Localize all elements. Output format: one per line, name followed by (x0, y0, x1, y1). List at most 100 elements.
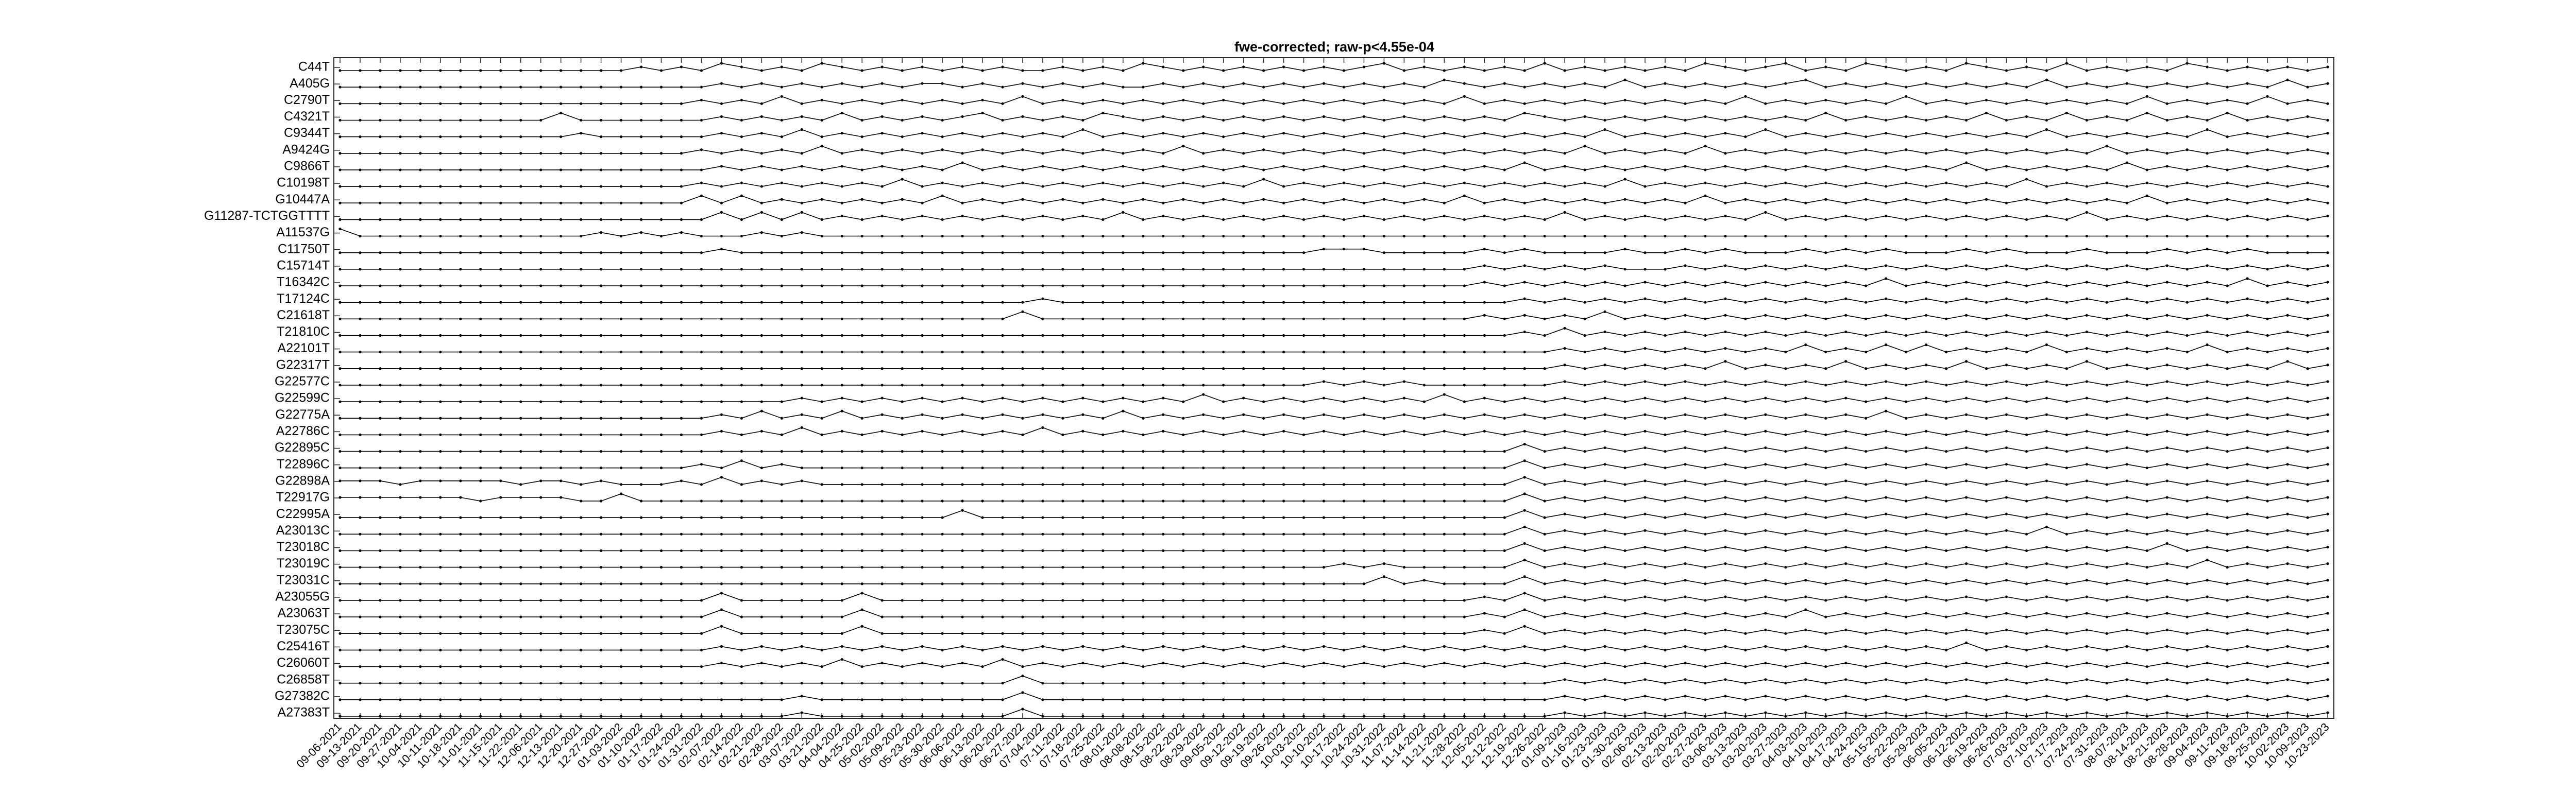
point (419, 648, 422, 651)
point (1543, 284, 1546, 287)
point (2266, 351, 2269, 354)
point (1684, 661, 1687, 665)
point (880, 152, 884, 155)
point (1322, 499, 1326, 503)
point (1382, 234, 1386, 238)
point (1282, 661, 1285, 665)
point (519, 135, 522, 139)
point (1724, 562, 1727, 565)
point (1623, 284, 1626, 287)
point (1824, 665, 1827, 668)
point (1623, 148, 1626, 151)
point (1603, 612, 1606, 615)
point (1664, 317, 1667, 320)
point (1041, 185, 1044, 188)
point (740, 367, 743, 370)
point (1182, 181, 1185, 184)
point (2045, 579, 2048, 582)
point (1623, 532, 1626, 536)
point (1463, 334, 1466, 337)
point (1844, 201, 1848, 204)
point (659, 334, 663, 337)
point (981, 168, 984, 171)
point (560, 351, 563, 354)
point (2065, 682, 2068, 685)
point (2045, 695, 2048, 698)
point (981, 251, 984, 254)
point (2085, 645, 2088, 648)
point (359, 152, 362, 155)
point (1664, 417, 1667, 420)
point (1242, 615, 1245, 618)
point (1964, 641, 1968, 644)
point (359, 69, 362, 72)
point (1443, 284, 1446, 287)
point (1744, 483, 1747, 486)
point (2105, 450, 2108, 453)
point (740, 268, 743, 271)
point (2165, 364, 2168, 367)
point (1865, 648, 1868, 651)
point (1122, 384, 1125, 387)
point (1885, 214, 1888, 217)
point (680, 251, 683, 254)
point (1483, 351, 1486, 354)
point (1563, 211, 1566, 214)
point (1944, 615, 1948, 618)
point (1483, 234, 1486, 238)
point (1322, 698, 1326, 701)
point (499, 400, 502, 403)
point (860, 608, 863, 611)
point (1222, 615, 1225, 618)
point (1342, 400, 1346, 403)
point (2226, 268, 2229, 271)
point (1664, 367, 1667, 370)
point (2045, 214, 2048, 217)
series-label: G22577C (275, 374, 330, 389)
point (2125, 234, 2128, 238)
point (580, 682, 583, 685)
point (760, 682, 763, 685)
point (1784, 499, 1787, 503)
point (1262, 367, 1265, 370)
point (2286, 65, 2289, 68)
point (1001, 85, 1004, 89)
point (1964, 330, 1968, 334)
point (1342, 632, 1346, 635)
point (1764, 678, 1767, 681)
point (659, 698, 663, 701)
point (1704, 417, 1707, 420)
point (1282, 201, 1285, 204)
point (600, 566, 603, 569)
point (1944, 284, 1948, 287)
point (1643, 446, 1647, 450)
point (1242, 351, 1245, 354)
point (1382, 284, 1386, 287)
point (1302, 599, 1306, 602)
point (1061, 135, 1064, 139)
point (1905, 599, 1908, 602)
point (1704, 400, 1707, 403)
point (2266, 549, 2269, 553)
point (399, 102, 402, 105)
point (1885, 562, 1888, 565)
point (1262, 582, 1265, 585)
point (639, 152, 643, 155)
point (1623, 367, 1626, 370)
point (780, 549, 783, 553)
point (1282, 301, 1285, 304)
point (2085, 152, 2088, 155)
point (2065, 351, 2068, 354)
point (780, 463, 783, 466)
point (1202, 165, 1205, 168)
point (901, 148, 904, 151)
point (901, 301, 904, 304)
point (1603, 512, 1606, 515)
point (1804, 132, 1807, 135)
point (1885, 579, 1888, 582)
point (1643, 645, 1647, 648)
point (1664, 218, 1667, 221)
point (2105, 367, 2108, 370)
point (519, 218, 522, 221)
point (1583, 599, 1586, 602)
